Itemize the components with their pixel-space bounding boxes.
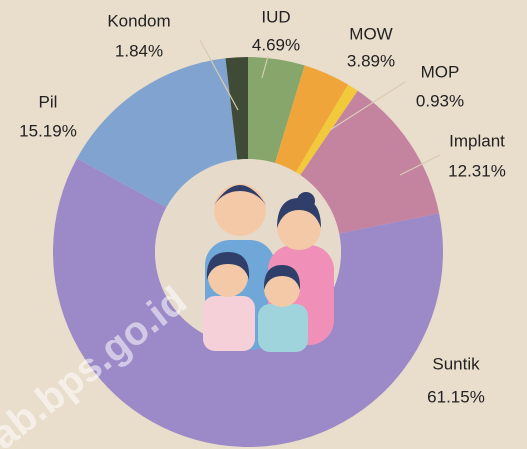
value-label: 4.69% bbox=[252, 35, 300, 54]
category-label: Kondom bbox=[107, 11, 170, 30]
category-label: MOP bbox=[421, 62, 460, 81]
category-label: Pil bbox=[39, 92, 58, 111]
value-label: 1.84% bbox=[115, 41, 163, 60]
value-label: 3.89% bbox=[347, 51, 395, 70]
category-label: IUD bbox=[261, 7, 290, 26]
category-label: Suntik bbox=[432, 354, 480, 373]
category-label: Implant bbox=[449, 131, 505, 150]
value-label: 12.31% bbox=[448, 161, 506, 180]
value-label: 0.93% bbox=[416, 91, 464, 110]
value-label: 61.15% bbox=[427, 387, 485, 406]
value-label: 15.19% bbox=[19, 121, 77, 140]
category-label: MOW bbox=[349, 24, 392, 43]
chart: ab.bps.go.id IUD4.69%MOW3.89%MOP0.93%Imp… bbox=[0, 0, 527, 449]
